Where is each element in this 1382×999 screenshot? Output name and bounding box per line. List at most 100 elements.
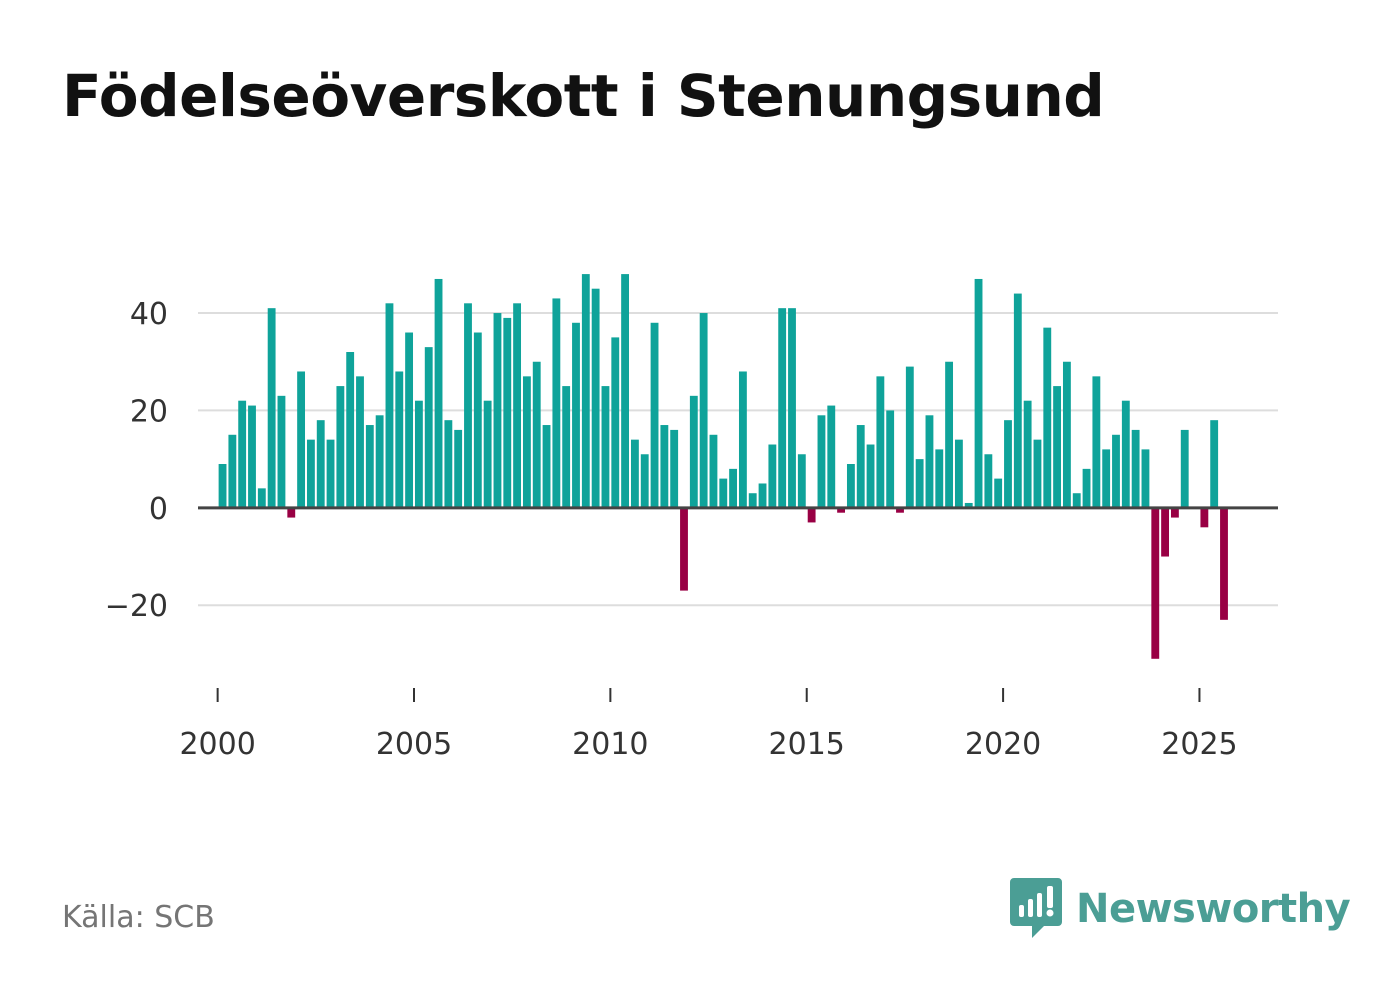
bar-q98 [1170, 507, 1179, 518]
bar-q2 [228, 434, 237, 508]
bar-q96 [1151, 507, 1160, 659]
bar-q20 [405, 332, 414, 508]
source-note: Källa: SCB [62, 900, 215, 935]
bar-q35 [552, 298, 561, 508]
bar-q55 [748, 493, 757, 508]
x-axis: 2000 2005 2010 2015 2020 2025 [179, 688, 1238, 762]
bar-q24 [444, 420, 453, 508]
bar-q39 [591, 288, 600, 508]
x-tick-label: 2015 [769, 727, 845, 762]
bar-q23 [434, 278, 443, 508]
x-tick-label: 2025 [1161, 727, 1237, 762]
bar-q66 [856, 425, 865, 508]
bar-q57 [768, 444, 777, 508]
x-tick-label: 2020 [965, 727, 1041, 762]
bar-q37 [572, 322, 580, 508]
bar-q13 [336, 386, 345, 508]
bar-q47 [670, 429, 679, 508]
bar-q90 [1092, 376, 1101, 508]
bar-q4 [248, 405, 256, 508]
bar-q29 [493, 313, 502, 508]
bar-q42 [621, 274, 630, 508]
bar-q67 [866, 444, 875, 508]
bar-q28 [483, 400, 492, 508]
bar-q86 [1053, 386, 1062, 508]
bar-q60 [797, 454, 806, 508]
bar-q61 [807, 507, 816, 523]
bar-q1 [218, 464, 227, 508]
bar-q75 [945, 361, 954, 508]
bar-q69 [886, 410, 895, 508]
bar-q34 [542, 425, 551, 508]
bar-q72 [915, 459, 924, 508]
bar-q92 [1112, 434, 1120, 508]
y-tick-label: −20 [105, 589, 168, 624]
bar-q84 [1033, 439, 1042, 508]
bar-q101 [1200, 507, 1209, 528]
bar-q25 [454, 429, 463, 508]
bar-q22 [424, 347, 433, 508]
bar-q33 [532, 361, 541, 508]
bar-q65 [846, 464, 855, 508]
bar-q19 [395, 371, 404, 508]
x-tick-label: 2010 [572, 727, 648, 762]
bar-q11 [316, 420, 325, 508]
bar-q21 [414, 400, 423, 508]
newsworthy-logo[interactable]: Newsworthy [1010, 878, 1351, 940]
bar-q27 [473, 332, 482, 508]
x-tick-label: 2005 [376, 727, 452, 762]
bar-q94 [1131, 429, 1140, 508]
bar-q52 [719, 478, 728, 508]
bar-q78 [974, 278, 983, 508]
bar-q5 [257, 488, 266, 508]
bar-q6 [267, 308, 276, 508]
bar-q74 [935, 449, 944, 508]
bar-q15 [356, 376, 364, 508]
bar-q87 [1062, 361, 1071, 508]
bar-q31 [513, 303, 522, 508]
y-tick-label: 0 [149, 492, 168, 527]
bar-q71 [905, 366, 914, 508]
bar-q103 [1220, 507, 1228, 620]
bar-q88 [1072, 493, 1081, 508]
bar-q64 [837, 507, 846, 513]
bar-q70 [896, 507, 904, 513]
bar-q97 [1161, 507, 1170, 557]
x-tick-label: 2000 [179, 727, 255, 762]
bar-q43 [630, 439, 639, 508]
bars [218, 274, 1228, 659]
bar-q53 [729, 468, 738, 508]
bar-q102 [1210, 420, 1219, 508]
bar-q68 [876, 376, 885, 508]
bar-q26 [464, 303, 472, 508]
chart-title: Födelseöverskott i Stenungsund [62, 62, 1105, 130]
bar-q54 [738, 371, 747, 508]
bar-q81 [1004, 420, 1012, 508]
bar-q63 [827, 405, 836, 508]
bar-q93 [1121, 400, 1130, 508]
bar-q99 [1180, 429, 1189, 508]
bar-q73 [925, 415, 934, 508]
bar-q59 [788, 308, 796, 508]
bar-q95 [1141, 449, 1150, 508]
bar-q18 [385, 303, 394, 508]
bar-q89 [1082, 468, 1091, 508]
bar-q77 [964, 502, 973, 508]
bar-q9 [297, 371, 306, 508]
bar-q83 [1023, 400, 1032, 508]
bar-q45 [650, 322, 659, 508]
bar-q40 [601, 386, 610, 508]
bar-q46 [660, 425, 669, 508]
bar-q85 [1043, 327, 1052, 508]
y-tick-label: 40 [130, 297, 168, 332]
bar-q79 [984, 454, 993, 508]
bar-q51 [709, 434, 718, 508]
bar-q49 [689, 395, 698, 508]
bar-q44 [640, 454, 649, 508]
bar-q8 [287, 507, 296, 518]
bar-q58 [778, 308, 787, 508]
y-axis-labels: −20 0 20 40 [105, 297, 168, 624]
bar-q62 [817, 415, 826, 508]
y-tick-label: 20 [130, 394, 168, 429]
